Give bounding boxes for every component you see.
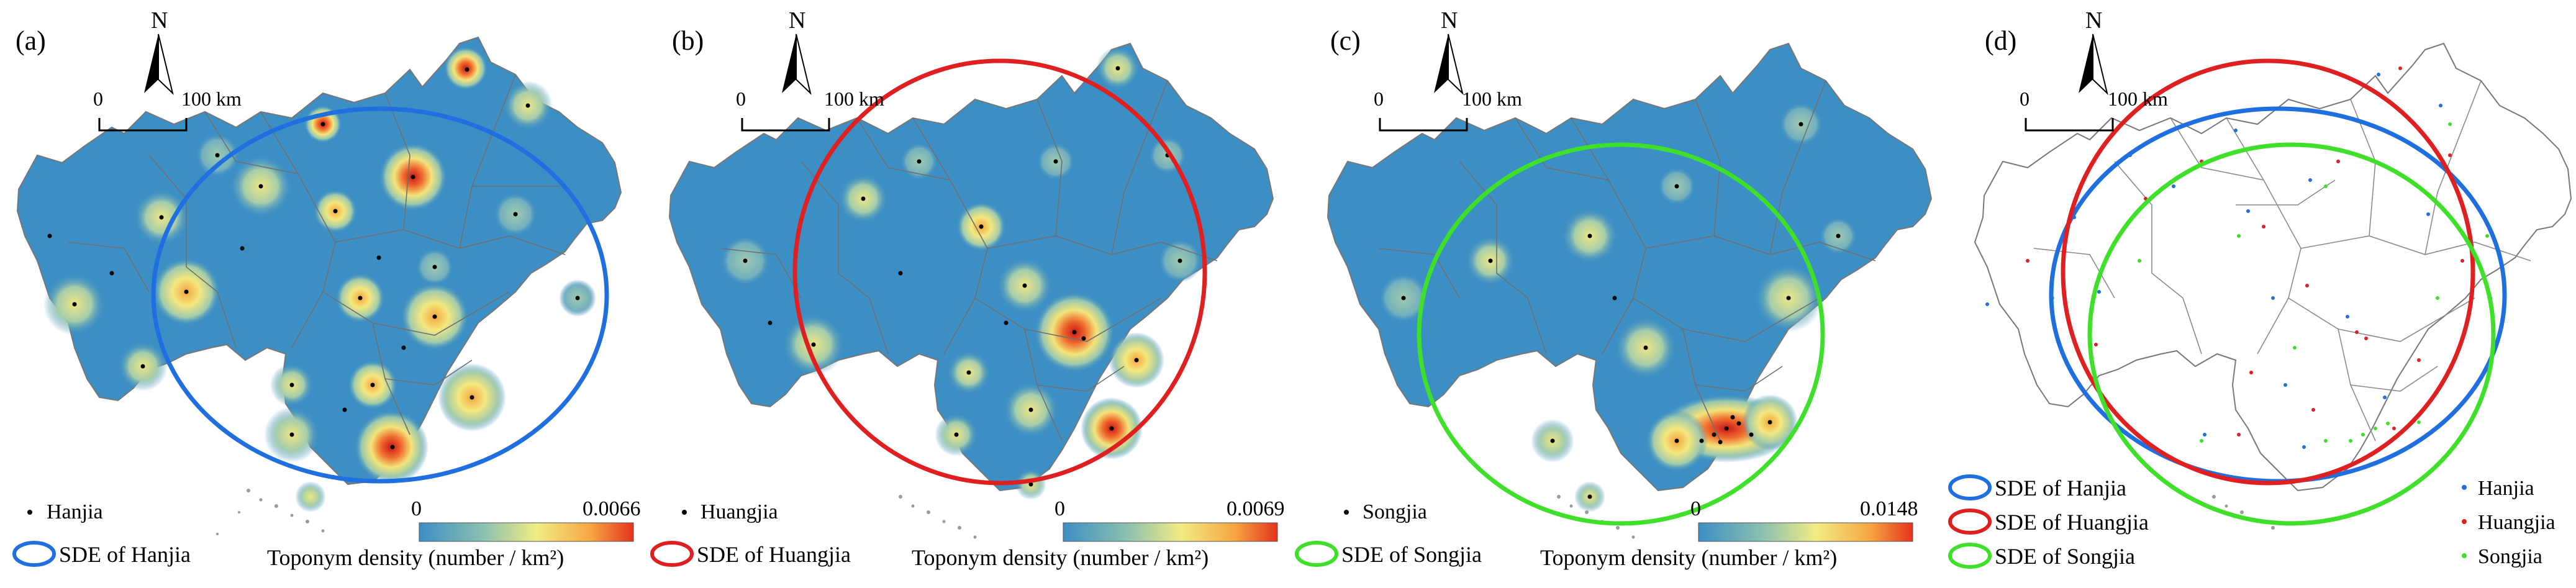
- sde-ellipse-huangjia: [2061, 58, 2475, 486]
- county-boundaries: [2033, 80, 2531, 441]
- colorbar: 0 0.0069 Toponym density (number / km²): [912, 497, 1285, 570]
- scale-zero: 0: [1374, 88, 1384, 110]
- province-map: [1327, 42, 1933, 539]
- sde-legend-label-songjia: SDE of Songjia: [1995, 544, 2135, 569]
- scale-zero: 0: [2020, 88, 2030, 110]
- point-legend-label-huangjia: Huangjia: [2478, 511, 2556, 534]
- sde-legend-symbol: [1295, 541, 1338, 567]
- panel-c: (c) N 0 100 km Songjia SDE of Songjia 0 …: [1295, 7, 1933, 570]
- colorbar: 0 0.0066 Toponym density (number / km²): [267, 497, 641, 570]
- north-label: N: [789, 7, 805, 34]
- sde-legend: SDE of Hanjia SDE of Huangjia SDE of Son…: [1948, 474, 2149, 569]
- colorbar-max: 0.0066: [583, 497, 641, 520]
- sde-ellipses: [2049, 58, 2507, 526]
- panel-a: (a) N 0 100 km Hanjia SDE of Hanjia 0 0.…: [12, 7, 641, 570]
- legend: Huangjia SDE of Huangjia: [650, 500, 851, 567]
- north-label: N: [1441, 7, 1458, 34]
- panel-letter: (b): [672, 25, 704, 56]
- islands: [899, 495, 977, 539]
- scale-bar: 0 100 km: [736, 88, 884, 132]
- point-legend-symbol: [682, 510, 687, 515]
- scale-max: 100 km: [2108, 88, 2168, 110]
- county-boundaries: [1378, 80, 1876, 441]
- point-legend-label-songjia: Songjia: [2478, 545, 2542, 568]
- point-legend-label: Songjia: [1363, 500, 1427, 523]
- colorbar: 0 0.0148 Toponym density (number / km²): [1540, 497, 1918, 570]
- panel-letter: (d): [1985, 25, 2016, 56]
- colorbar-ramp: [1063, 522, 1278, 542]
- toponym-points: [1401, 122, 1841, 499]
- islands: [216, 489, 325, 535]
- sde-legend-symbol-songjia: [1948, 543, 1992, 569]
- sde-legend-label: SDE of Songjia: [1341, 542, 1482, 567]
- scale-max: 100 km: [1462, 88, 1522, 110]
- sde-legend-label: SDE of Hanjia: [59, 542, 191, 567]
- panel-letter: (c): [1330, 25, 1361, 56]
- colorbar-label: Toponym density (number / km²): [267, 545, 564, 570]
- north-arrow: N: [1434, 7, 1464, 96]
- sde-legend-label-hanjia: SDE of Hanjia: [1995, 476, 2126, 500]
- sde-legend-symbol-huangjia: [1948, 509, 1992, 535]
- point-legend-symbol: [1344, 510, 1349, 515]
- panel-letter: (a): [16, 25, 46, 56]
- point-legend-label: Huangjia: [701, 500, 778, 523]
- scale-zero: 0: [736, 88, 746, 110]
- sde-legend-symbol: [650, 541, 694, 567]
- sde-legend-label-huangjia: SDE of Huangjia: [1995, 510, 2149, 535]
- toponym-points: [1985, 66, 2492, 449]
- colorbar-min: 0: [411, 497, 422, 520]
- colorbar-min: 0: [1054, 497, 1065, 520]
- county-boundaries: [68, 74, 566, 435]
- sde-ellipse-songjia: [2087, 142, 2496, 526]
- point-legend-symbol-huangjia: [2462, 519, 2467, 524]
- colorbar-max: 0.0148: [1860, 497, 1918, 520]
- north-label: N: [151, 7, 168, 34]
- north-arrow: N: [2079, 7, 2108, 96]
- point-legend-label-hanjia: Hanjia: [2478, 477, 2534, 500]
- toponym-points: [743, 66, 1182, 487]
- legend: Hanjia SDE of Hanjia: [12, 500, 191, 567]
- colorbar-label: Toponym density (number / km²): [912, 545, 1209, 570]
- scale-zero: 0: [93, 88, 103, 110]
- colorbar-max: 0.0069: [1227, 497, 1285, 520]
- colorbar-min: 0: [1690, 497, 1701, 520]
- scale-max: 100 km: [824, 88, 884, 110]
- panel-b: (b) N 0 100 km Huangjia SDE of Huangjia …: [650, 7, 1285, 570]
- north-label: N: [2085, 7, 2102, 34]
- colorbar-ramp: [1698, 522, 1913, 542]
- province-outline: [1327, 42, 1933, 492]
- toponym-points: [47, 67, 580, 450]
- colorbar-ramp: [419, 522, 634, 542]
- point-legend-symbol: [27, 510, 32, 515]
- scale-bar: 0 100 km: [2020, 88, 2168, 132]
- province-map: [16, 36, 622, 535]
- sde-ellipse-hanjia: [151, 106, 609, 484]
- sde-legend-symbol: [12, 541, 56, 567]
- point-legend-symbol-songjia: [2462, 553, 2467, 558]
- legend: Songjia SDE of Songjia: [1295, 500, 1482, 567]
- scale-bar: 0 100 km: [93, 88, 242, 132]
- sde-ellipse-songjia: [1417, 142, 1825, 526]
- sde-ellipse-huangjia: [792, 58, 1207, 486]
- north-arrow: N: [782, 7, 812, 96]
- sde-legend-label: SDE of Huangjia: [697, 542, 851, 567]
- point-legend: Hanjia Huangjia Songjia: [2462, 477, 2556, 568]
- scale-max: 100 km: [181, 88, 242, 110]
- scale-bar: 0 100 km: [1374, 88, 1522, 132]
- sde-legend-symbol-hanjia: [1948, 474, 1992, 500]
- point-legend-symbol-hanjia: [2462, 485, 2467, 490]
- panel-d: (d) N 0 100 km SDE of Hanjia SDE of Huan…: [1948, 7, 2572, 569]
- point-legend-label: Hanjia: [47, 500, 103, 523]
- county-boundaries: [720, 80, 1218, 441]
- north-arrow: N: [144, 7, 174, 96]
- colorbar-label: Toponym density (number / km²): [1540, 545, 1837, 570]
- province-map: [668, 42, 1274, 539]
